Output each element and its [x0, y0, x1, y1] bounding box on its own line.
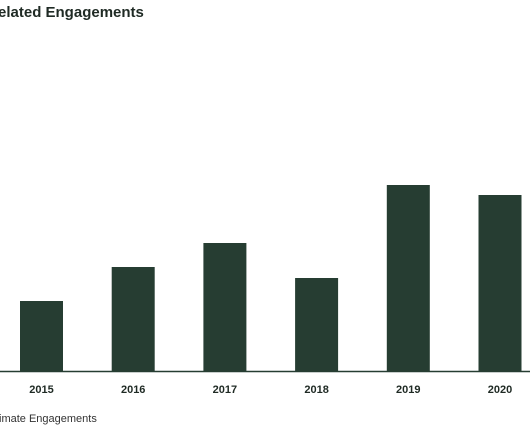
x-tick-label-2015: 2015	[29, 384, 53, 396]
bars-group	[20, 185, 522, 371]
x-tick-label-2019: 2019	[396, 384, 420, 396]
x-tick-label-2016: 2016	[121, 384, 145, 396]
bar-2019	[386, 185, 430, 371]
legend-label: imate Engagements	[0, 413, 97, 425]
x-tick-label-2020: 2020	[488, 384, 512, 396]
x-tick-label-2017: 2017	[213, 384, 237, 396]
bar-2015	[20, 301, 63, 371]
x-tick-label-2018: 2018	[304, 384, 328, 396]
chart-title: elated Engagements	[0, 4, 144, 21]
bar-2020	[478, 195, 522, 371]
bar-2018	[295, 278, 339, 371]
x-tick-labels: 2015 2016 2017 2018 2019 2020	[29, 384, 512, 396]
bar-2017	[203, 243, 247, 371]
bar-2016	[111, 267, 155, 371]
